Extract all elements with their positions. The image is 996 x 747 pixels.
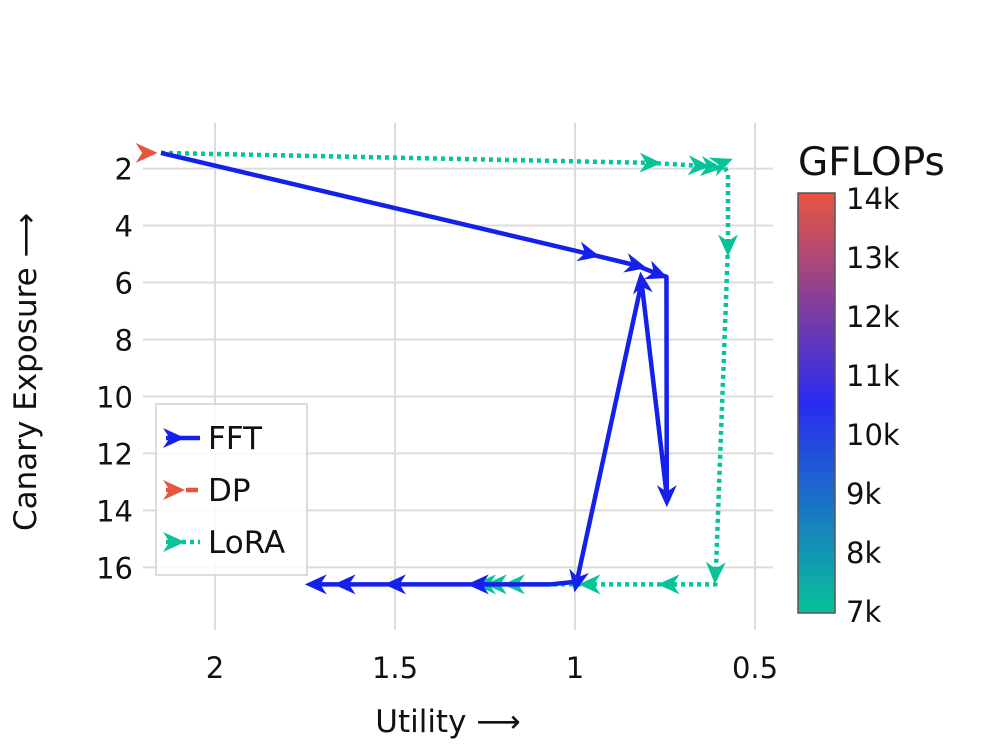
arrow-marker-lora [657, 574, 680, 595]
arrow-marker-dp [135, 142, 158, 163]
legend-label-dp: DP [208, 473, 251, 509]
y-tick-label: 14 [96, 494, 133, 528]
y-tick-label: 12 [96, 437, 133, 471]
legend-arrow-fft [163, 428, 185, 448]
arrow-marker-fft [333, 574, 356, 595]
arrow-marker-fft [576, 241, 601, 262]
y-tick-label: 10 [96, 380, 133, 414]
arrow-marker-fft [569, 568, 589, 593]
arrow-marker-lora [699, 155, 723, 176]
arrow-marker-lora [708, 157, 733, 177]
colorbar-gradient [797, 192, 836, 614]
colorbar-tick-label: 13k [846, 241, 900, 275]
x-tick-label: 1.5 [372, 651, 418, 685]
arrow-marker-lora [639, 152, 662, 173]
y-tick-label: 4 [115, 210, 133, 244]
legend: FFT DP LoRA [155, 403, 308, 576]
colorbar-tick-label: 10k [846, 418, 900, 452]
colorbar-title: GFLOPs [798, 140, 945, 185]
arrow-marker-fft [643, 260, 669, 280]
colorbar-tick-label: 14k [846, 182, 900, 216]
colorbar-tick-label: 8k [846, 536, 881, 570]
arrow-marker-fft [656, 485, 677, 508]
arrow-marker-fft [384, 574, 406, 595]
arrow-marker-lora [705, 561, 726, 585]
x-tick-label: 1 [566, 651, 584, 685]
series-fft [160, 150, 677, 595]
legend-arrow-lora [163, 532, 185, 552]
y-axis-ticks: 2 4 6 8 10 12 14 16 [96, 153, 133, 586]
legend-item-lora: LoRA [163, 525, 285, 561]
y-tick-label: 6 [115, 267, 133, 301]
plot-series [135, 142, 738, 595]
colorbar-tick-label: 9k [846, 477, 881, 511]
arrow-marker-lora [687, 155, 711, 176]
x-tick-label: 2 [206, 651, 224, 685]
colorbar: GFLOPs 14k 13k 12k 11k 10k 9k 8k 7k [797, 140, 945, 629]
legend-item-fft: FFT [163, 421, 263, 457]
legend-item-dp: DP [163, 473, 251, 509]
arrow-marker-fft [304, 574, 327, 595]
x-tick-label: 0.5 [732, 651, 778, 685]
y-tick-label: 8 [115, 323, 133, 357]
series-dp [135, 142, 158, 163]
colorbar-tick-label: 12k [846, 300, 900, 334]
arrow-marker-lora [578, 574, 601, 595]
x-axis-title: Utility ⟶ [375, 704, 520, 740]
y-axis-title: Canary Exposure ⟶ [8, 213, 44, 531]
legend-label-lora: LoRA [208, 525, 285, 561]
arrow-marker-fft [466, 574, 489, 595]
x-axis-ticks: 2 1.5 1 0.5 [206, 651, 778, 685]
legend-arrow-dp [163, 480, 185, 500]
y-tick-label: 16 [96, 551, 133, 585]
colorbar-tick-label: 11k [846, 359, 900, 393]
arrow-marker-fft [632, 271, 653, 295]
colorbar-tick-label: 7k [846, 595, 881, 629]
arrow-marker-fft [623, 253, 647, 273]
legend-label-fft: FFT [208, 421, 263, 457]
y-tick-label: 2 [115, 153, 133, 187]
arrow-marker-lora [718, 234, 738, 257]
